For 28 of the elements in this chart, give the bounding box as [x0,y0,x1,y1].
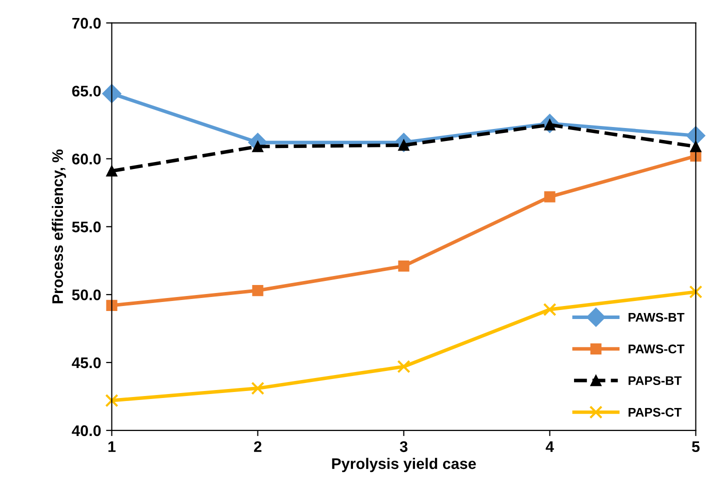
x-tick-label: 3 [400,441,408,452]
y-tick-label: 55.0 [72,222,101,232]
legend-label: PAPS-BT [628,376,682,386]
point [544,191,556,202]
x-axis-title: Pyrolysis yield case [332,458,476,472]
y-tick-label: 50.0 [72,289,101,300]
point [105,394,118,408]
point [398,260,410,272]
legend-label: PAPS-CT [628,408,682,417]
y-tick-label: 40.0 [72,425,101,436]
y-tick-label: 65.0 [72,86,101,97]
point [251,382,264,395]
legend-label: PAWS-BT [628,312,684,322]
x-tick-label: 5 [692,441,700,452]
point [397,360,410,374]
y-tick-label: 70.0 [72,18,101,29]
x-tick-label: 2 [254,441,262,452]
point [102,84,122,104]
y-tick-label: 60.0 [72,154,101,164]
y-axis-title: Process efficiency, % [52,150,66,304]
legend-label: PAWS-CT [628,344,684,354]
point [106,300,118,312]
point [252,284,264,296]
point [689,285,702,298]
x-tick-label: 4 [546,441,554,452]
y-tick-label: 45.0 [72,357,101,368]
point [543,302,556,316]
x-tick-label: 1 [108,441,116,452]
